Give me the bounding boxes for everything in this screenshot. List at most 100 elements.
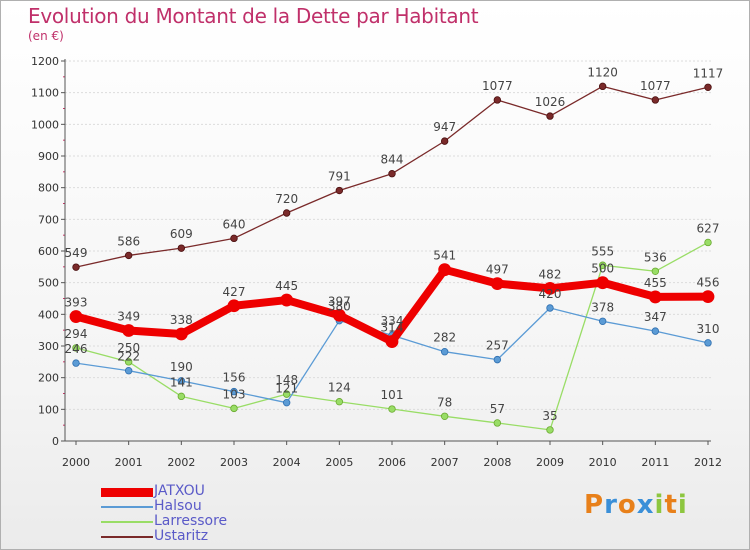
data-label: 393 bbox=[65, 296, 88, 310]
data-point bbox=[438, 263, 452, 277]
logo-letter: i bbox=[654, 490, 665, 520]
x-tick-label: 2008 bbox=[483, 456, 511, 469]
x-tick-label: 2001 bbox=[115, 456, 143, 469]
data-point bbox=[704, 238, 712, 247]
logo-letter: i bbox=[677, 490, 688, 520]
data-label: 549 bbox=[65, 246, 88, 260]
series-lines bbox=[69, 82, 715, 434]
data-point bbox=[598, 317, 607, 325]
data-label: 1117 bbox=[693, 66, 724, 80]
data-label: 791 bbox=[328, 170, 351, 184]
legend-swatch bbox=[101, 521, 153, 523]
data-label: 720 bbox=[275, 192, 298, 206]
legend-swatch bbox=[101, 506, 153, 508]
data-label: 310 bbox=[697, 322, 720, 336]
data-point bbox=[704, 83, 712, 91]
x-tick-label: 2003 bbox=[220, 456, 248, 469]
data-label: 1077 bbox=[640, 79, 671, 93]
y-tick-label: 600 bbox=[38, 245, 59, 258]
data-label: 555 bbox=[591, 244, 614, 258]
data-label: 35 bbox=[542, 409, 557, 423]
x-tick-label: 2002 bbox=[167, 456, 195, 469]
data-point bbox=[177, 244, 186, 252]
data-point bbox=[282, 398, 291, 407]
logo-letter: o bbox=[617, 490, 637, 520]
data-point bbox=[230, 387, 238, 396]
logo-letter: r bbox=[604, 490, 618, 520]
data-label: 101 bbox=[381, 388, 404, 402]
y-tick-label: 900 bbox=[38, 150, 59, 163]
data-point bbox=[282, 209, 291, 217]
data-label: 103 bbox=[223, 387, 246, 401]
data-label: 1077 bbox=[482, 79, 513, 93]
data-label: 124 bbox=[328, 381, 351, 395]
legend-label: Larressore bbox=[154, 513, 228, 529]
data-point bbox=[490, 277, 504, 291]
x-tick-label: 2010 bbox=[589, 456, 617, 469]
x-tick-label: 2012 bbox=[694, 456, 722, 469]
data-label: 1026 bbox=[535, 95, 566, 109]
legend-swatch bbox=[101, 536, 153, 538]
data-label: 78 bbox=[437, 395, 452, 409]
data-point bbox=[72, 344, 80, 352]
data-label: 455 bbox=[644, 276, 667, 290]
data-label: 349 bbox=[117, 309, 140, 323]
chart-title: Evolution du Montant de la Dette par Hab… bbox=[28, 4, 479, 28]
data-label: 282 bbox=[433, 331, 456, 345]
data-point bbox=[440, 137, 449, 145]
data-label: 427 bbox=[223, 285, 246, 299]
data-point bbox=[124, 251, 133, 260]
logo-letter: t bbox=[664, 490, 678, 520]
x-tick-label: 2009 bbox=[536, 456, 564, 469]
data-point bbox=[701, 290, 715, 304]
x-tick-label: 2011 bbox=[641, 456, 669, 469]
chart-subtitle: (en €) bbox=[28, 29, 64, 43]
data-label: 380 bbox=[328, 300, 351, 314]
data-label: 844 bbox=[381, 153, 404, 167]
data-label: 148 bbox=[275, 373, 298, 387]
data-point bbox=[230, 234, 238, 243]
data-label: 497 bbox=[486, 263, 509, 277]
data-label: 250 bbox=[117, 341, 140, 355]
data-label: 121 bbox=[275, 382, 298, 396]
data-label: 314 bbox=[381, 321, 404, 335]
data-point bbox=[493, 96, 502, 104]
data-point bbox=[124, 358, 133, 366]
data-label: 1120 bbox=[587, 65, 618, 79]
data-point bbox=[388, 405, 396, 413]
data-label: 57 bbox=[490, 402, 505, 416]
data-point bbox=[493, 355, 502, 364]
data-point bbox=[598, 82, 607, 91]
data-label: 141 bbox=[170, 375, 193, 389]
data-point bbox=[177, 392, 186, 401]
data-label: 640 bbox=[223, 217, 246, 231]
data-point bbox=[648, 290, 662, 304]
x-tick-label: 2007 bbox=[431, 456, 459, 469]
data-label: 246 bbox=[65, 342, 88, 356]
data-label: 947 bbox=[433, 120, 456, 134]
data-point bbox=[227, 299, 241, 313]
data-label: 397 bbox=[328, 294, 351, 308]
data-point bbox=[493, 419, 502, 427]
proxiti-logo: Proxiti bbox=[584, 490, 688, 520]
data-label: 500 bbox=[591, 262, 614, 276]
y-tick-label: 1100 bbox=[31, 87, 59, 100]
data-point bbox=[704, 339, 712, 347]
data-point bbox=[230, 404, 238, 413]
data-point bbox=[282, 390, 291, 398]
data-point bbox=[69, 310, 83, 323]
data-point bbox=[546, 304, 554, 312]
data-point bbox=[177, 377, 186, 385]
data-label: 378 bbox=[591, 300, 614, 314]
data-labels: 393 349 338 427 445 397 314 541 497 482 500 455 456 2… bbox=[65, 65, 724, 423]
data-point bbox=[440, 348, 449, 356]
data-label: 222 bbox=[117, 350, 140, 364]
data-label: 156 bbox=[223, 371, 246, 385]
data-point bbox=[651, 267, 660, 275]
data-label: 541 bbox=[433, 249, 456, 263]
data-label: 627 bbox=[697, 221, 720, 235]
data-point bbox=[335, 398, 344, 406]
data-point bbox=[335, 186, 344, 195]
data-point bbox=[72, 263, 80, 271]
